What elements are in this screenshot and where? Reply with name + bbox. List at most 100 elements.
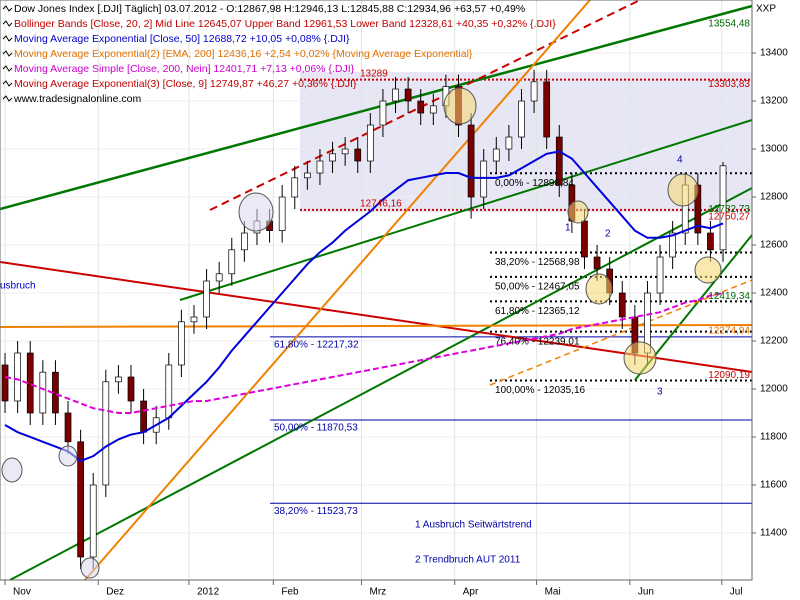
highlight [567,200,589,224]
highlight [58,445,78,467]
candle-body [593,256,601,270]
y-tick-label: 13400 [760,48,788,59]
y-tick-label: 12600 [760,240,788,251]
left-note: usbruch [0,281,36,292]
candle-body [102,381,110,486]
wave-label: 3 [657,387,663,398]
legend-icon [2,50,13,57]
candle-body [417,100,425,114]
candle-body [215,273,223,282]
level-label: 0,00% - 12898,84 [495,178,574,189]
level-label: 76,40% - 12239,01 [495,336,580,347]
level-label: 38,20% - 11523,73 [274,506,358,517]
y-tick-label: 13200 [760,96,788,107]
candle-body [505,136,513,150]
y-tick-label: 11600 [760,480,788,491]
highlight [443,87,477,125]
legend-icon [2,20,13,27]
candle-body [392,88,399,102]
candle-body [404,88,412,102]
wave-label: 1 [565,223,571,234]
candle-body [329,153,336,162]
symbol: XXP [756,4,776,15]
highlight [238,192,274,232]
candle-body [707,232,714,251]
y-tick-label: 12800 [760,192,788,203]
legend-entry: Moving Average Exponential(3) [Close, 9]… [14,78,357,90]
trend-line [0,324,753,328]
x-tick-label: Jul [730,587,743,598]
highlight [1,457,23,483]
x-tick-label: Nov [13,587,31,598]
candle-body [379,100,387,126]
x-tick-label: Mai [545,587,561,598]
legend-icon [2,65,13,72]
candle-body [278,196,286,231]
right-label: 12782,73 [708,204,750,215]
candle-body [1,364,9,402]
right-label: 12090,19 [708,370,750,381]
candle-body [77,441,84,558]
candle-body [304,172,311,179]
legend-icon [2,95,13,102]
level-label: 13289 [360,68,388,79]
level-label: 12746,16 [360,199,402,210]
y-tick-label: 13000 [760,144,788,155]
y-tick-label: 11800 [760,432,788,443]
plot-frame [0,0,753,581]
moving-average [4,150,724,463]
candle-body [341,148,349,155]
level-label: 50,00% - 12467,05 [495,282,580,293]
candle-body [115,376,122,383]
candle-body [203,280,210,318]
y-tick-label: 12400 [760,288,788,299]
candle-body [555,136,563,186]
right-label: 12274,94 [708,326,750,337]
candle-body [518,100,525,138]
legend-entry: Bollinger Bands [Close, 20, 2] Mid Line … [14,18,556,30]
candle-body [656,256,664,294]
candle-body [190,316,198,323]
legend-entry: www.tradesignalonline.com [13,93,141,105]
candle-body [694,184,702,234]
trend-line [84,0,591,581]
candle-body [429,105,437,114]
legend-entry: Dow Jones Index [.DJI] Täglich] 03.07.20… [14,3,525,15]
right-label: 12419,34 [708,291,750,302]
trend-line [0,4,753,211]
highlight [694,256,722,284]
x-tick-label: Apr [463,587,479,598]
candle-body [89,484,97,558]
y-tick-label: 12200 [760,336,788,347]
candle-body [480,160,488,198]
x-tick-label: Mrz [370,587,387,598]
note: 1 Ausbruch Seitwärtstrend [415,520,532,531]
candle-body [366,124,374,162]
candle-body [492,148,500,162]
legend-entry: Moving Average Exponential [Close, 50] 1… [14,33,350,45]
candle-body [618,292,626,318]
candle-body [165,364,173,419]
candle-body [127,376,135,402]
candle-body [178,321,185,366]
candle-body [14,352,21,402]
trend-line [179,119,753,301]
candle-body [467,124,475,198]
legend-entry: Moving Average Exponential(2) [EMA, 200]… [14,48,473,60]
level-label: 61,80% - 12365,12 [495,306,580,317]
candle-body [140,400,147,433]
candle-body [530,81,538,102]
level-label: 100,00% - 12035,16 [495,385,586,396]
right-label: 13554,48 [708,19,750,30]
x-tick-label: 2012 [197,587,220,598]
highlights [1,87,722,579]
moving-average [4,292,724,414]
legend-entry: Moving Average Simple [Close, 200, Nein]… [14,63,355,75]
x-tick-label: Feb [281,587,299,598]
wave-label: 4 [677,155,683,166]
y-tick-label: 11400 [760,528,788,539]
legend-icon [2,35,13,42]
x-tick-label: Jun [638,587,654,598]
highlight [667,173,699,207]
